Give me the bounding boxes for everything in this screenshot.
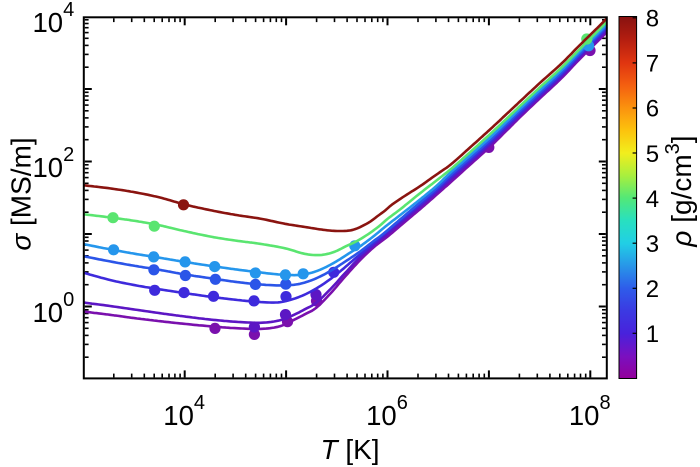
svg-text:7: 7 [646, 51, 659, 78]
svg-text:8: 8 [646, 6, 659, 33]
svg-text:T [K]: T [K] [320, 434, 379, 465]
svg-text:3: 3 [646, 231, 659, 258]
svg-text:5: 5 [646, 141, 659, 168]
svg-text:4: 4 [646, 186, 659, 213]
svg-text:σ [MS/m]: σ [MS/m] [6, 137, 37, 250]
svg-text:1: 1 [646, 321, 659, 348]
svg-text:6: 6 [646, 96, 659, 123]
svg-text:2: 2 [646, 276, 659, 303]
svg-text:ρ [g/cm3]: ρ [g/cm3] [662, 135, 697, 247]
